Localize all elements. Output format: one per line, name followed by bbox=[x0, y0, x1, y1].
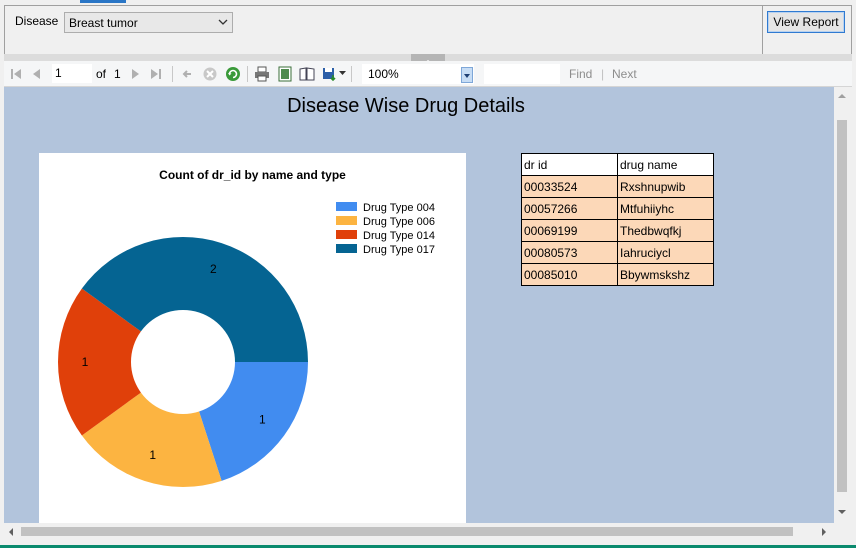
dr-id-cell: 00069199 bbox=[521, 219, 618, 242]
chart-title: Count of dr_id by name and type bbox=[159, 168, 346, 182]
legend-label: Drug Type 004 bbox=[363, 202, 435, 214]
find-link[interactable]: Find bbox=[569, 67, 593, 81]
drug-name-cell: Iahruciycl bbox=[617, 241, 714, 264]
slice-value-label: 1 bbox=[149, 448, 156, 462]
collapse-parameters-button[interactable] bbox=[411, 54, 445, 63]
legend-swatch bbox=[336, 244, 357, 253]
disease-select[interactable]: Breast tumor bbox=[64, 12, 233, 33]
legend-label: Drug Type 006 bbox=[363, 216, 435, 228]
scroll-down-icon[interactable] bbox=[837, 508, 847, 516]
last-page-icon[interactable] bbox=[148, 66, 164, 82]
divider bbox=[4, 5, 5, 55]
drug-name-cell: Bbywmskshz bbox=[617, 263, 714, 286]
first-page-icon[interactable] bbox=[8, 66, 24, 82]
table-header-row: dr id drug name bbox=[521, 153, 714, 176]
pie-slice bbox=[81, 392, 222, 487]
current-page-value: 1 bbox=[55, 66, 62, 80]
table-row: 00069199 Thedbwqfkj bbox=[521, 219, 714, 242]
column-header: drug name bbox=[617, 153, 714, 176]
slice-value-label: 1 bbox=[82, 355, 89, 369]
stop-icon[interactable] bbox=[202, 66, 218, 82]
legend-swatch bbox=[336, 216, 357, 225]
disease-label: Disease bbox=[15, 14, 59, 28]
divider bbox=[4, 5, 852, 6]
chevron-down-icon[interactable] bbox=[339, 71, 346, 76]
scroll-left-icon[interactable] bbox=[7, 527, 15, 537]
refresh-icon[interactable] bbox=[225, 66, 241, 82]
drug-table: dr id drug name 00033524 Rxshnupwib 00057266… bbox=[521, 153, 714, 286]
divider bbox=[762, 5, 763, 54]
current-page-input[interactable]: 1 bbox=[52, 64, 92, 83]
chevron-down-icon bbox=[218, 19, 228, 25]
toolbar-separator bbox=[351, 66, 352, 82]
zoom-value: 100% bbox=[368, 67, 399, 81]
prev-page-icon[interactable] bbox=[29, 66, 45, 82]
view-report-button[interactable]: View Report bbox=[767, 11, 845, 33]
dr-id-cell: 00085010 bbox=[521, 263, 618, 286]
legend-swatch bbox=[336, 230, 357, 239]
print-icon[interactable] bbox=[254, 66, 270, 82]
export-icon[interactable] bbox=[322, 66, 338, 82]
next-page-icon[interactable] bbox=[127, 66, 143, 82]
status-accent-line bbox=[0, 545, 856, 548]
print-layout-icon[interactable] bbox=[277, 66, 293, 82]
scroll-right-icon[interactable] bbox=[820, 527, 828, 537]
back-icon[interactable] bbox=[179, 66, 195, 82]
zoom-dropdown-button[interactable] bbox=[461, 67, 473, 83]
column-header: dr id bbox=[521, 153, 618, 176]
tab-accent bbox=[80, 0, 126, 3]
chevron-down-icon bbox=[464, 74, 470, 78]
table-row: 00080573 Iahruciycl bbox=[521, 241, 714, 264]
drug-name-cell: Rxshnupwib bbox=[617, 175, 714, 198]
dr-id-cell: 00080573 bbox=[521, 241, 618, 264]
scroll-up-icon[interactable] bbox=[837, 92, 847, 100]
slice-value-label: 2 bbox=[210, 262, 217, 276]
table-row: 00033524 Rxshnupwib bbox=[521, 175, 714, 198]
legend-swatch bbox=[336, 202, 357, 211]
donut-chart: 1 1 1 2 Drug Type 004 Drug Type 006 Drug Type … bbox=[58, 202, 435, 487]
total-pages: 1 bbox=[114, 67, 121, 81]
report-title: Disease Wise Drug Details bbox=[287, 95, 525, 117]
page-setup-icon[interactable] bbox=[299, 66, 315, 82]
toolbar-separator bbox=[247, 66, 248, 82]
find-input[interactable] bbox=[484, 64, 560, 84]
next-link[interactable]: Next bbox=[612, 67, 637, 81]
toolbar-separator: | bbox=[601, 67, 605, 81]
pie-slice bbox=[81, 236, 308, 362]
scroll-corner bbox=[834, 523, 851, 540]
drug-name-cell: Mtfuhiiyhc bbox=[617, 197, 714, 220]
table-row: 00085010 Bbywmskshz bbox=[521, 263, 714, 286]
zoom-select[interactable]: 100% bbox=[362, 64, 474, 84]
divider bbox=[851, 5, 852, 55]
toolbar-separator bbox=[172, 66, 173, 82]
drug-name-cell: Thedbwqfkj bbox=[617, 219, 714, 242]
legend-label: Drug Type 014 bbox=[363, 230, 435, 242]
legend-label: Drug Type 017 bbox=[363, 244, 435, 256]
pie-slice bbox=[199, 362, 308, 481]
table-row: 00057266 Mtfuhiiyhc bbox=[521, 197, 714, 220]
slice-value-label: 1 bbox=[259, 413, 266, 427]
disease-select-value: Breast tumor bbox=[69, 16, 138, 30]
of-label: of bbox=[96, 67, 107, 81]
dr-id-cell: 00033524 bbox=[521, 175, 618, 198]
vertical-scroll-thumb[interactable] bbox=[837, 120, 847, 492]
horizontal-scroll-thumb[interactable] bbox=[21, 527, 793, 536]
pie-slice bbox=[58, 288, 141, 436]
dr-id-cell: 00057266 bbox=[521, 197, 618, 220]
